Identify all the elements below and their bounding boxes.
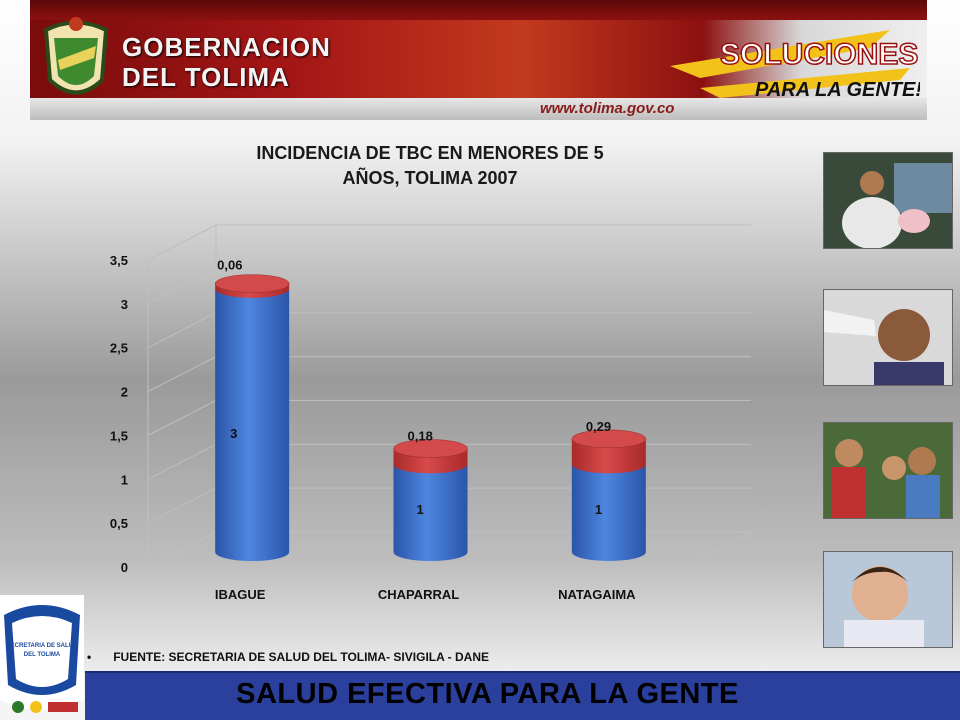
footer-slogan: SALUD EFECTIVA PARA LA GENTE [236,678,739,710]
tolima-crest-icon [43,17,109,95]
footer-bar: SALUD EFECTIVA PARA LA GENTE [85,671,960,720]
data-label: 0,18 [408,428,433,443]
source-text: FUENTE: SECRETARIA DE SALUD DEL TOLIMA- … [113,650,489,664]
y-tick-label: 3,5 [110,253,128,268]
x-axis-ticks: IBAGUE CHAPARRAL NATAGAIMA [215,587,636,602]
gridline-diag [147,268,217,305]
source-note: • FUENTE: SECRETARIA DE SALUD DEL TOLIMA-… [87,650,489,664]
gridline-diag [147,356,217,393]
x-tick-label: IBAGUE [215,587,266,602]
y-tick-label: 0,5 [110,516,128,531]
website-url: www.tolima.gov.co [540,100,675,117]
slogan-line2: PARA LA GENTE! [755,79,920,101]
bullet-icon: • [87,650,92,664]
slogan-line1: SOLUCIONES [720,38,918,71]
header-banner: GOBERNACION DEL TOLIMA www.tolima.gov.co… [30,0,927,120]
data-label: 0,06 [217,258,242,273]
banner-top-stripe [30,0,927,20]
chart-title: INCIDENCIA DE TBC EN MENORES DE 5 AÑOS, … [170,141,690,191]
logo-line2: DEL TOLIMA [24,652,61,658]
x-tick-label: NATAGAIMA [558,587,636,602]
y-axis-ticks: 0 0,5 1 1,5 2 2,5 3 3,5 [110,253,128,575]
data-label: 1 [595,502,602,517]
gridline-diag [147,399,217,436]
cylinder-bar-segment [571,464,646,561]
chart-side-wall [147,224,217,568]
cylinder-bar-segment [571,438,646,474]
photo-smiling-baby [823,551,953,648]
chart-title-line1: INCIDENCIA DE TBC EN MENORES DE 5 [256,143,604,163]
gridline-diag [147,531,217,568]
y-tick-label: 0 [121,560,128,575]
gridline-diag [147,487,217,524]
y-tick-label: 1 [121,472,128,487]
gridline-diag [147,224,217,261]
secretaria-salud-logo: SECRETARIA DE SALUD DEL TOLIMA [0,595,84,713]
tbc-incidence-chart: 0 0,5 1 1,5 2 2,5 3 3,5 3 0,06 1 0,18 1 0,29 IBAGUE C… [110,224,752,602]
x-tick-label: CHAPARRAL [378,587,459,602]
gov-title-line1: GOBERNACION [122,32,331,62]
chart-title-line2: AÑOS, TOLIMA 2007 [342,168,518,188]
photo-children-group [823,422,953,519]
photo-child-vaccine [823,289,953,386]
chart-bars: 3 0,06 1 0,18 1 0,29 [214,258,647,561]
banner-bottom-stripe [30,98,927,120]
gridline-diag [147,443,217,480]
gov-title-line2: DEL TOLIMA [122,62,290,92]
photo-mother-baby [823,152,953,249]
data-label: 1 [417,502,424,517]
y-tick-label: 2 [121,385,128,400]
cylinder-bar-top [393,439,468,458]
logo-line1: SECRETARIA DE SALUD [7,643,78,649]
cylinder-bar-segment [215,288,290,561]
cylinder-bar-segment [393,464,468,561]
y-tick-label: 2,5 [110,341,128,356]
cylinder-bar-top [571,429,647,449]
gov-title: GOBERNACION DEL TOLIMA [122,32,331,92]
data-label: 0,29 [586,419,611,434]
cylinder-bar-top [214,274,290,293]
gridline-diag [147,312,217,349]
data-label: 3 [230,426,237,441]
y-tick-label: 3 [121,297,128,312]
y-tick-label: 1,5 [110,428,128,443]
soluciones-logo: SOLUCIONES PARA LA GENTE! [670,30,920,101]
